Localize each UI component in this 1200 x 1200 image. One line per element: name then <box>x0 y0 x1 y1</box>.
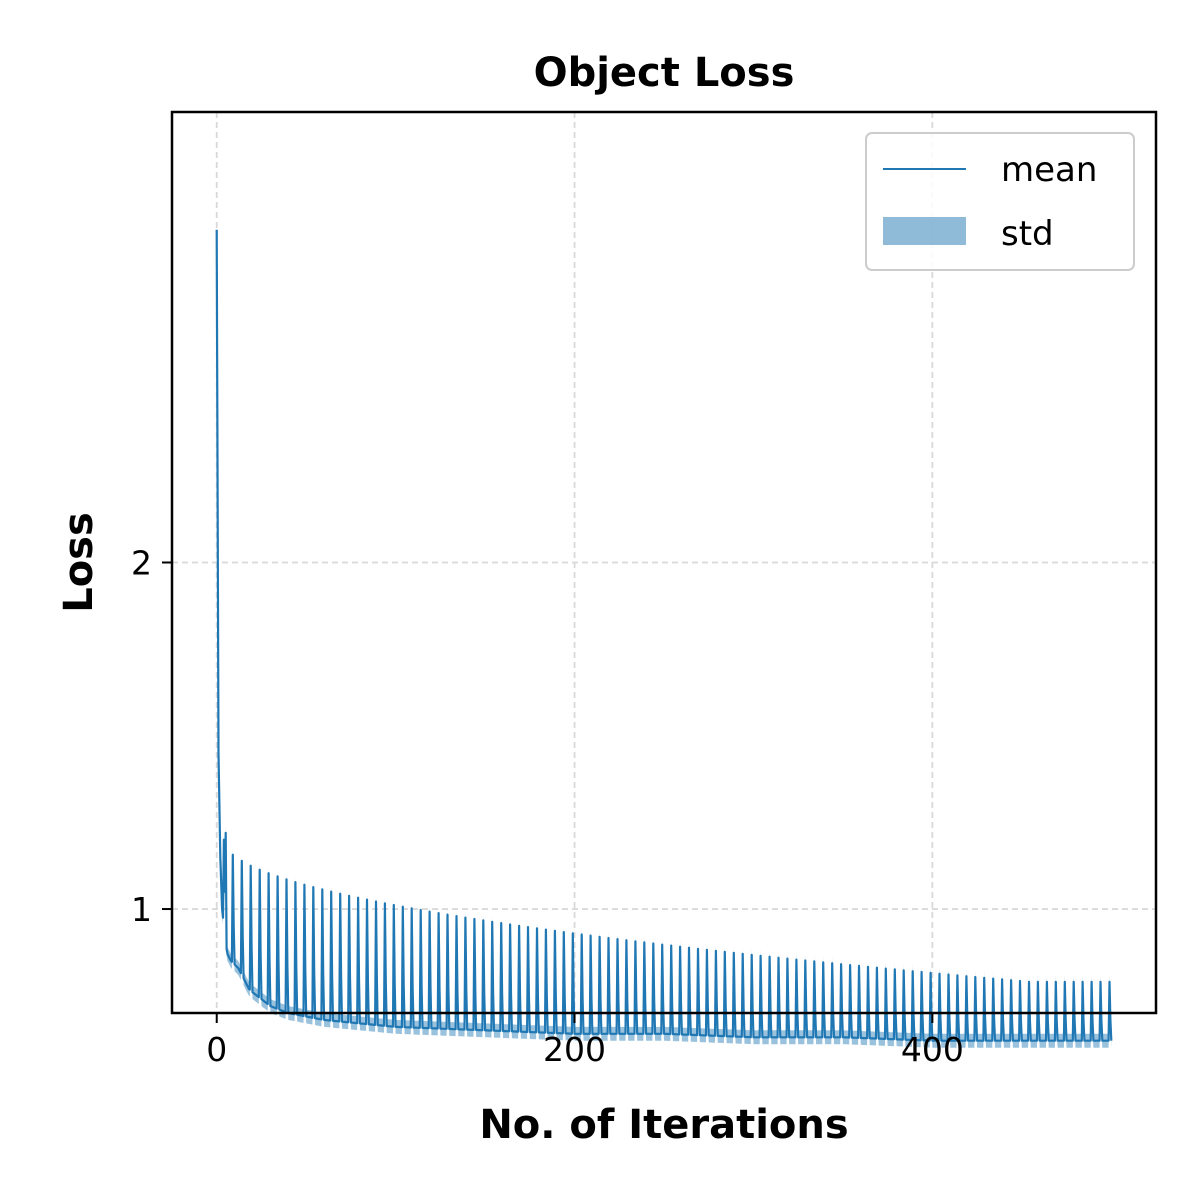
y-tick-label-0: 1 <box>131 890 152 929</box>
x-tick-label-0: 0 <box>206 1030 227 1069</box>
y-axis-label: Loss <box>56 512 102 613</box>
chart-title: Object Loss <box>534 50 795 96</box>
y-tick-label-1: 2 <box>131 544 152 583</box>
legend: mean std <box>865 132 1135 271</box>
mean-line-layer <box>215 229 1113 1042</box>
x-tick-label-1: 200 <box>543 1030 606 1069</box>
tick-layer: 0 200 400 1 2 <box>131 544 964 1070</box>
legend-std-swatch <box>883 217 966 245</box>
std-band <box>216 222 1112 1048</box>
legend-std-label: std <box>1001 214 1054 254</box>
x-axis-label: No. of Iterations <box>479 1102 848 1148</box>
std-band-layer <box>216 222 1112 1048</box>
legend-mean-label: mean <box>1001 150 1097 190</box>
mean-line <box>215 229 1113 1042</box>
x-tick-label-2: 400 <box>901 1030 964 1069</box>
